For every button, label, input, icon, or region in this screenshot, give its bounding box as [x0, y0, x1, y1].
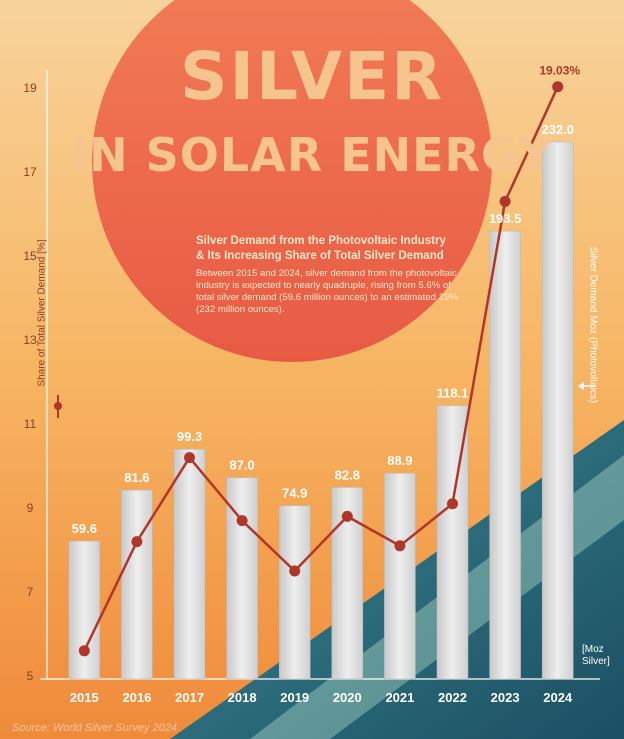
- bar-value-label: 118.1: [437, 386, 469, 401]
- share-point-2024: [552, 81, 564, 93]
- bar-unit-label: [Moz Silver]: [582, 644, 610, 668]
- bar-value-label: 87.0: [229, 458, 254, 473]
- y-tick-label: 7: [27, 585, 34, 599]
- y-axis-right-label: Silver Demand Moz (Photovoltaics): [586, 246, 600, 404]
- y-tick-label: 15: [23, 249, 37, 263]
- x-tick-label: 2016: [122, 690, 151, 705]
- share-point-2022: [447, 498, 458, 510]
- chart-description: Between 2015 and 2024, silver demand fro…: [196, 268, 458, 315]
- right-axis-arrow-head: [578, 382, 584, 390]
- subtitle-line-1: Silver Demand from the Photovoltaic Indu…: [196, 235, 446, 247]
- x-tick-label: 2022: [438, 690, 467, 705]
- bar-2021: [384, 472, 416, 680]
- y-tick-label: 5: [27, 669, 34, 683]
- bar-unit-line-1: [Moz: [582, 644, 604, 655]
- y-tick-label: 19: [23, 81, 37, 95]
- chart-subtitle: Silver Demand from the Photovoltaic Indu…: [196, 234, 466, 264]
- bar-2017: [173, 448, 206, 680]
- share-point-2019: [289, 565, 301, 577]
- bar-value-label: 88.9: [387, 453, 412, 468]
- y-tick-label: 17: [23, 165, 37, 179]
- bar-value-label: 59.6: [72, 521, 97, 536]
- subtitle-line-2: & Its Increasing Share of Total Silver D…: [196, 250, 444, 262]
- share-point-2015: [78, 645, 90, 657]
- x-tick-label: 2015: [70, 690, 99, 705]
- bar-value-label: 232.0: [541, 122, 574, 137]
- share-line: [83, 86, 559, 652]
- share-point-2016: [131, 536, 143, 548]
- bar-value-label: 193.5: [489, 211, 522, 226]
- bar-2018: [226, 477, 258, 680]
- share-point-2020: [341, 510, 353, 522]
- x-tick-label: 2019: [280, 690, 309, 705]
- y-tick-label: 11: [24, 417, 37, 431]
- bar-2015: [68, 540, 101, 680]
- bar-value-label: 81.6: [124, 470, 149, 485]
- x-tick-label: 2024: [543, 690, 573, 705]
- y-tick-label: 13: [23, 333, 37, 347]
- source-note: Source: World Silver Survey 2024: [12, 722, 178, 734]
- share-point-2021: [394, 540, 406, 552]
- bar-2023: [489, 230, 521, 680]
- share-point-2018: [236, 515, 248, 527]
- bar-value-label: 82.8: [335, 467, 360, 482]
- y-axis-left-label: Share of Total Silver Demand [%]: [35, 233, 49, 393]
- y-axis-right-label-text: Silver Demand Moz (Photovoltaics): [587, 246, 599, 404]
- bar-value-label: 74.9: [282, 486, 307, 501]
- bar-2019: [278, 505, 311, 680]
- x-tick-label: 2021: [385, 690, 414, 705]
- bar-2024: [541, 141, 574, 680]
- sun-circle: [92, 0, 492, 362]
- y-axis-left-label-text: Share of Total Silver Demand [%]: [36, 239, 48, 387]
- bar-value-label: 99.3: [177, 429, 202, 444]
- x-tick-label: 2018: [228, 690, 257, 705]
- left-axis-marker-dot: [54, 402, 62, 410]
- x-tick-label: 2017: [175, 690, 204, 705]
- title-line-1: SILVER: [179, 38, 445, 115]
- share-annotation: 19.03%: [539, 64, 580, 78]
- share-point-2023: [499, 195, 511, 207]
- bar-unit-line-2: Silver]: [582, 656, 610, 667]
- y-tick-label: 9: [27, 501, 34, 515]
- x-tick-label: 2023: [491, 690, 520, 705]
- title-line-2: IN SOLAR ENERGY: [70, 128, 554, 182]
- share-point-2017: [184, 452, 195, 464]
- x-tick-label: 2020: [333, 690, 362, 705]
- bar-2016: [121, 489, 153, 680]
